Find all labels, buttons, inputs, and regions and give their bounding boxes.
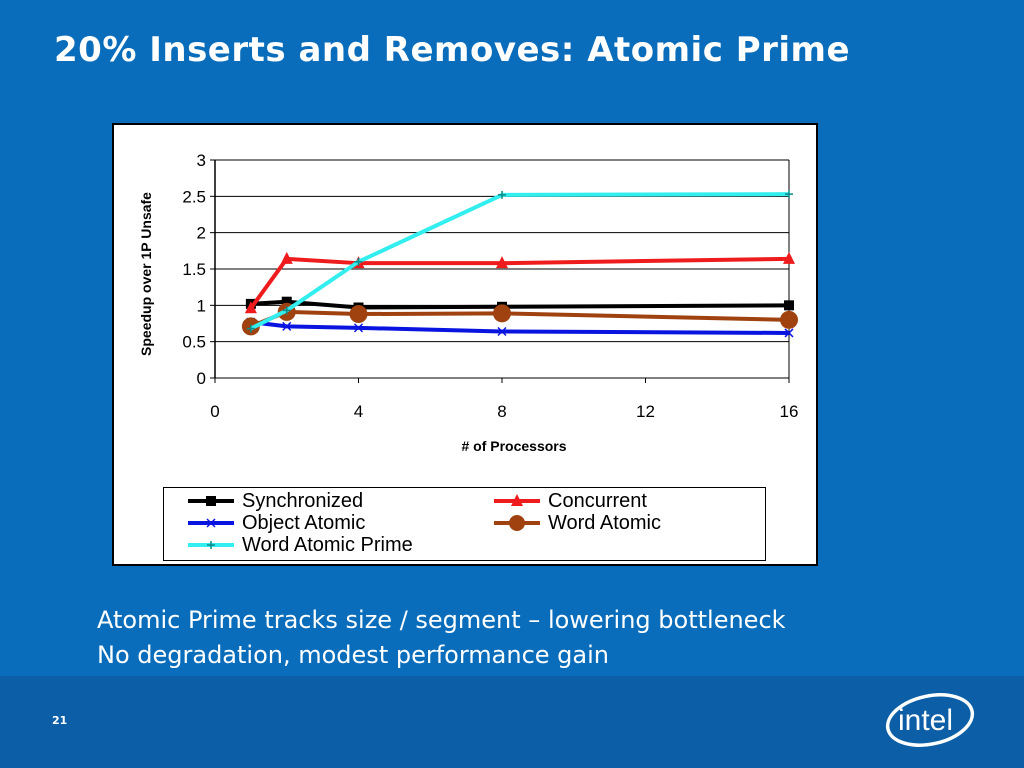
line-chart: 0 0.5 1 1.5 2 2.5 3 0 4 8 12 16 # of Processors Speed… [138,151,799,454]
data-point-object-atomic [497,326,507,337]
data-point-object-atomic [353,323,364,333]
data-point-object-atomic [282,321,292,331]
data-point-synchronized [784,300,794,311]
x-tick-label: 0 [210,402,219,421]
legend-item-object-atomic: Object Atomic [186,512,365,534]
y-tick-label: 2.5 [182,187,206,206]
y-tick-label: 1 [197,296,206,315]
data-point-word-atomic-prime [246,324,255,333]
series-line-concurrent [249,256,790,310]
data-point-concurrent [783,251,795,264]
legend-label: Word Atomic Prime [242,533,413,556]
x-tick-label: 12 [636,402,655,421]
bullet-list: Atomic Prime tracks size / segment – low… [97,603,786,673]
legend-swatch [188,496,234,506]
legend-label: Concurrent [548,489,647,512]
x-axis-label: # of Processors [461,438,566,454]
legend-item-word-atomic-prime: Word Atomic Prime [186,534,413,556]
intel-logo-text: intel [898,704,953,737]
data-point-word-atomic-prime [354,257,363,266]
legend-swatch [494,515,540,531]
legend-label: Word Atomic [548,511,661,534]
data-point-concurrent [496,256,508,269]
footer-band [0,676,1024,768]
legend-swatch [494,494,540,506]
series-line-word-atomic [250,309,790,329]
page-number: 21 [52,714,68,727]
bullet-item: No degradation, modest performance gain [97,641,610,669]
y-axis-label: Speedup over 1P Unsafe [138,192,154,356]
data-point-word-atomic [780,310,798,329]
intel-logo: intel [885,693,975,747]
x-tick-label: 16 [780,402,799,421]
legend-label: Synchronized [242,489,364,512]
data-point-concurrent [280,251,293,264]
data-point-word-atomic-prime [785,190,793,199]
y-tick-label: 1.5 [182,260,206,279]
bullet-item: Atomic Prime tracks size / segment – low… [97,606,786,634]
data-point-word-atomic [493,304,511,323]
legend-swatch [188,541,234,549]
data-point-synchronized [281,296,292,307]
legend-item-synchronized: Synchronized [186,490,363,512]
y-tick-label: 0.5 [182,333,206,352]
chart-legend: Synchronized Concurrent Object Atomic Word … [163,487,766,561]
series-line-object-atomic [250,320,790,335]
series-line-synchronized [250,299,790,310]
legend-label: Object Atomic [242,511,366,534]
legend-item-concurrent: Concurrent [492,490,647,512]
data-point-object-atomic [784,328,794,338]
data-point-concurrent [244,301,257,314]
data-point-word-atomic-prime [282,306,291,315]
y-tick-label: 0 [197,369,206,388]
legend-item-word-atomic: Word Atomic [492,512,661,534]
legend-swatch [188,518,234,528]
slide-title: 20% Inserts and Removes: Atomic Prime [54,30,851,70]
chart-container: 0 0.5 1 1.5 2 2.5 3 0 4 8 12 16 # of Processors Speed… [112,123,818,566]
x-tick-label: 8 [497,402,506,421]
data-point-word-atomic-prime [498,190,506,199]
x-tick-label: 4 [354,402,363,421]
data-point-word-atomic [349,305,368,324]
y-tick-label: 2 [197,224,206,243]
y-tick-label: 3 [197,151,206,170]
